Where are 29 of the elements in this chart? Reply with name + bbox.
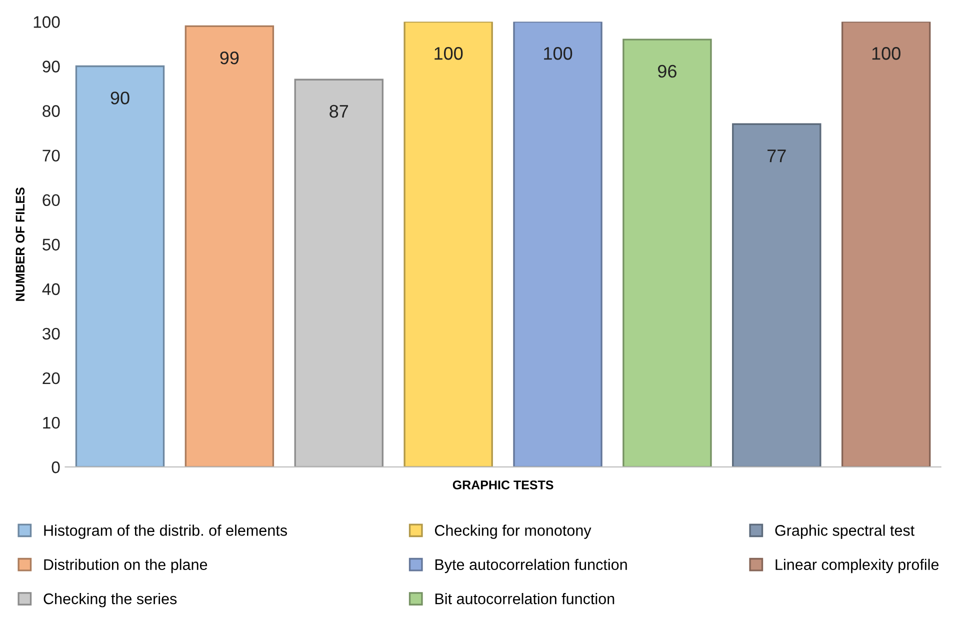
y-tick-label: 30 [42, 328, 60, 340]
x-axis-title: GRAPHIC TESTS [452, 480, 554, 490]
data-label: 99 [220, 52, 239, 64]
y-tick-label: 70 [42, 150, 60, 162]
legend-label: Checking the series [44, 593, 177, 608]
y-tick-label: 0 [52, 461, 60, 474]
data-label: 96 [658, 64, 676, 78]
y-tick-label: 60 [42, 194, 60, 206]
legend-label: Distribution on the plane [44, 558, 208, 574]
legend-label: Graphic spectral test [775, 524, 914, 539]
legend-label: Linear complexity profile [776, 558, 939, 574]
y-tick-label: 40 [42, 283, 60, 296]
legend-label: Byte autocorrelation function [435, 558, 627, 574]
data-label: 100 [872, 47, 900, 60]
y-tick-label: 90 [42, 60, 60, 72]
data-label: 100 [434, 47, 463, 60]
y-axis-title: NUMBER OF FILES [16, 188, 25, 301]
data-label: 90 [110, 92, 130, 104]
data-label: 100 [544, 47, 572, 60]
legend-label: Checking for monotony [434, 524, 592, 539]
legend-label: Histogram of the distrib. of elements [44, 524, 287, 539]
y-tick-label: 50 [42, 238, 60, 251]
data-label: 77 [768, 150, 786, 162]
y-tick-label: 10 [43, 416, 60, 429]
y-tick-label: 100 [34, 16, 60, 28]
y-tick-label: 80 [42, 105, 60, 117]
data-label: 87 [330, 104, 348, 118]
y-tick-label: 20 [42, 372, 60, 384]
legend-label: Bit autocorrelation function [435, 593, 614, 604]
